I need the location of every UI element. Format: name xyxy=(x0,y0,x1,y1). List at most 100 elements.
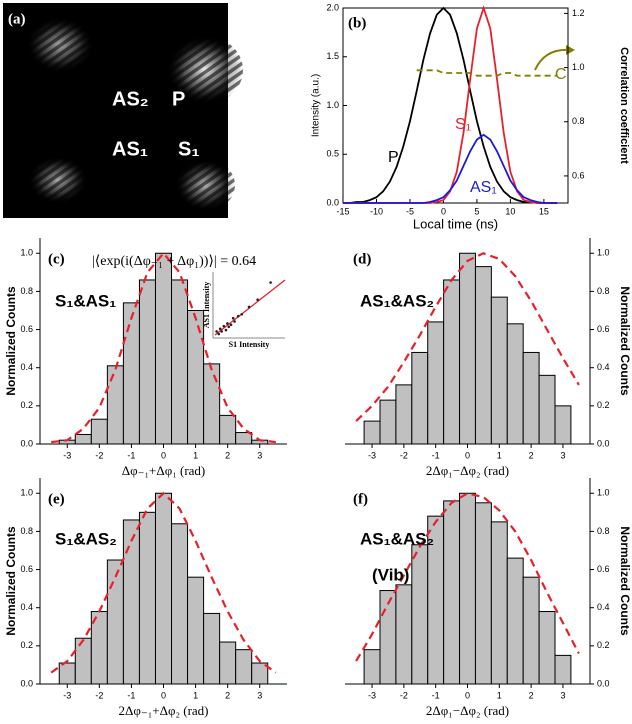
x-axis-label: 2Δφ₁−Δφ₂ (rad) xyxy=(426,703,509,718)
x-tick-label: 1 xyxy=(497,450,502,460)
x-tick-label: 5 xyxy=(474,206,479,216)
bar xyxy=(475,267,491,444)
bar xyxy=(364,421,380,444)
x-tick-label: 2 xyxy=(225,450,230,460)
y-tick-label: 0.2 xyxy=(597,640,610,650)
bar xyxy=(412,352,428,444)
bar xyxy=(204,613,220,684)
x-tick-label: 3 xyxy=(560,690,565,700)
series-line xyxy=(343,135,557,203)
x-tick-label: 15 xyxy=(539,206,549,216)
x-tick-label: 1 xyxy=(193,450,198,460)
inset-point xyxy=(256,298,259,301)
x-tick-label: -1 xyxy=(127,450,135,460)
bar xyxy=(539,612,555,684)
x-tick-label: 0 xyxy=(161,450,166,460)
y-tick-label: 0.6 xyxy=(597,324,610,334)
y-tick-label: 0.8 xyxy=(20,526,33,536)
inset-y-label: AS1 Intensity xyxy=(202,282,211,328)
y-tick-label: 1.5 xyxy=(326,51,339,61)
bar xyxy=(188,310,204,444)
series-line xyxy=(417,70,558,75)
bar xyxy=(91,419,107,444)
y-axis-label: Normalized Counts xyxy=(618,286,632,396)
annotation: AS₁&AS₂ xyxy=(360,291,434,310)
histogram-chart: -3-2-101230.00.20.40.60.81.02Δφ₁−Δφ₂ (ra… xyxy=(345,238,632,478)
bar xyxy=(491,522,507,684)
x-tick-label: 2 xyxy=(225,690,230,700)
y-tick-label: 0.6 xyxy=(20,564,33,574)
annotation: |⟨exp(i(Δφ₋₁ + Δφ₁))⟩| = 0.64 xyxy=(92,254,256,269)
inset-point xyxy=(226,322,229,325)
bar xyxy=(380,400,396,444)
y-axis-label: Normalized Counts xyxy=(4,286,18,396)
y-tick-label: 0.2 xyxy=(20,640,33,650)
bar xyxy=(523,577,539,684)
inset-point xyxy=(217,333,220,336)
x-tick-label: -5 xyxy=(406,206,414,216)
bar xyxy=(444,501,460,684)
inset-point xyxy=(228,325,231,328)
bar xyxy=(155,253,171,444)
inset-point xyxy=(225,329,228,332)
x-tick-label: -1 xyxy=(432,690,440,700)
bar xyxy=(396,385,412,444)
inset-point xyxy=(233,320,236,323)
x-tick-label: 0 xyxy=(161,690,166,700)
x-tick-label: -3 xyxy=(368,690,376,700)
y-tick-label: 1.0 xyxy=(20,488,33,498)
series-line xyxy=(343,8,557,203)
x-axis-label: Local time (ns) xyxy=(413,216,498,231)
bar xyxy=(172,524,188,684)
panel-label: (c) xyxy=(48,251,65,267)
series-line xyxy=(343,8,557,203)
series-label: C xyxy=(555,66,567,83)
annotation: S₁&AS₂ xyxy=(55,529,117,548)
bar xyxy=(460,253,476,444)
x-tick-label: -1 xyxy=(127,690,135,700)
bar xyxy=(523,352,539,444)
bar xyxy=(412,545,428,684)
y-tick-label: 0.8 xyxy=(20,286,33,296)
panel-label: (a) xyxy=(8,11,26,27)
x-axis-label: 2Δφ₋₁+Δφ₂ (rad) xyxy=(119,703,209,718)
x-axis-label: 2Δφ₁−Δφ₂ (rad) xyxy=(426,463,509,478)
y-tick-label: 0.2 xyxy=(20,400,33,410)
bar xyxy=(539,375,555,444)
bar xyxy=(380,591,396,684)
y-tick-label: 2.0 xyxy=(326,2,339,12)
image-panel xyxy=(3,3,243,218)
series-label: S₁ xyxy=(455,116,471,133)
x-tick-label: -3 xyxy=(368,450,376,460)
y2-tick-label: 1.0 xyxy=(572,62,585,72)
bar xyxy=(555,655,571,684)
bar xyxy=(236,433,252,444)
y-tick-label: 0.4 xyxy=(597,602,610,612)
bar xyxy=(460,493,476,684)
x-tick-label: -2 xyxy=(95,450,103,460)
bar xyxy=(75,434,91,444)
histogram-chart: -3-2-101230.00.20.40.60.81.0Δφ₋₁+Δφ₁ (ra… xyxy=(4,238,287,478)
y-tick-label: 0.6 xyxy=(20,324,33,334)
histogram-chart: -3-2-101230.00.20.40.60.81.02Δφ₁−Δφ₂ (ra… xyxy=(345,478,632,718)
panel-label: (b) xyxy=(348,15,366,31)
annotation: S₁&AS₁ xyxy=(55,291,116,310)
y2-tick-label: 0.8 xyxy=(572,116,585,126)
x-tick-label: 10 xyxy=(505,206,515,216)
y-tick-label: 0.4 xyxy=(20,602,33,612)
y-tick-label: 1.0 xyxy=(597,248,610,258)
x-tick-label: 0 xyxy=(465,690,470,700)
x-tick-label: 0 xyxy=(441,206,446,216)
inset-point xyxy=(269,281,272,284)
bar xyxy=(396,585,412,684)
y2-axis-label: Correlation coefficient xyxy=(618,47,630,164)
y-tick-label: 0.2 xyxy=(597,400,610,410)
y-axis-label: Normalized Counts xyxy=(4,526,18,636)
y-axis-label: Intensity (a.u.) xyxy=(311,74,322,137)
y-tick-label: 0.0 xyxy=(597,678,610,688)
bar xyxy=(155,493,171,684)
inset-point xyxy=(215,330,218,333)
y-tick-label: 0.5 xyxy=(326,149,339,159)
bar xyxy=(75,638,91,684)
